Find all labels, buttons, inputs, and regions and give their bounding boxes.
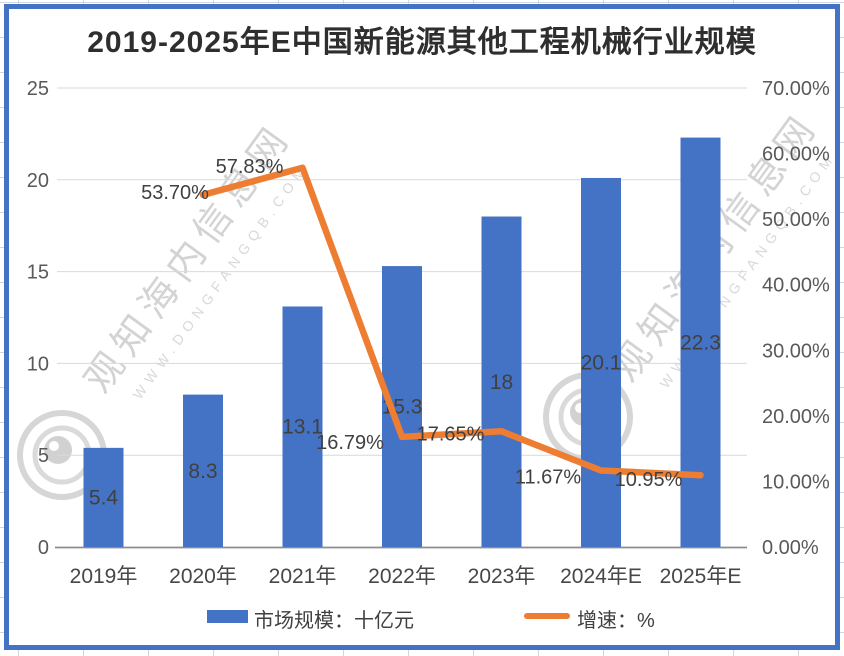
- left-axis-tick: 0: [38, 537, 49, 559]
- x-axis-label: 2020年: [169, 565, 237, 588]
- bar-value-label: 13.1: [282, 416, 323, 439]
- right-axis-tick: 10.00%: [762, 471, 830, 493]
- bar-2023年: [481, 216, 522, 547]
- legend-growth-label: 增速：%: [577, 610, 655, 632]
- left-axis-tick: 25: [27, 78, 49, 100]
- chart-title: 2019-2025年E中国新能源其他工程机械行业规模: [87, 26, 757, 59]
- right-axis-tick: 70.00%: [762, 78, 830, 100]
- right-axis-tick: 60.00%: [762, 144, 830, 166]
- growth-line: [199, 164, 704, 479]
- right-axis-tick: 30.00%: [762, 340, 830, 362]
- growth-value-label: 11.67%: [515, 466, 582, 488]
- left-axis-tick: 20: [27, 170, 49, 192]
- growth-value-label: 53.70%: [141, 182, 209, 204]
- x-axis-label: 2024年E: [560, 565, 642, 588]
- bar-2024年E: [581, 177, 621, 548]
- legend-market-size-label: 市场规模：十亿元: [254, 610, 414, 632]
- right-axis-tick: 20.00%: [762, 406, 830, 428]
- bar-value-label: 8.3: [188, 460, 217, 483]
- bar-value-label: 22.3: [680, 331, 721, 354]
- right-axis-tick: 0.00%: [762, 537, 819, 559]
- bar-value-label: 18: [490, 371, 513, 394]
- growth-value-label: 57.83%: [216, 156, 284, 178]
- growth-value-label: 16.79%: [316, 432, 384, 454]
- bar-2021年: [282, 306, 323, 547]
- x-axis-label: 2021年: [269, 565, 337, 588]
- x-axis-label: 2025年E: [660, 565, 742, 588]
- bar-value-label: 20.1: [581, 351, 622, 374]
- bar-2025年E: [680, 137, 721, 547]
- x-axis-label: 2023年: [468, 565, 536, 588]
- left-axis-tick: 15: [27, 262, 49, 284]
- growth-value-label: 10.95%: [615, 469, 683, 491]
- bar-2020年: [183, 394, 223, 547]
- left-axis-tick: 5: [38, 445, 49, 467]
- legend-growth-swatch: [524, 613, 570, 619]
- right-axis-tick: 50.00%: [762, 209, 830, 231]
- right-axis-tick: 40.00%: [762, 275, 830, 297]
- bar-value-label: 5.4: [89, 486, 119, 509]
- growth-value-label: 17.65%: [417, 423, 485, 445]
- bar-2019年: [83, 447, 124, 547]
- x-axis-label: 2022年: [368, 565, 436, 588]
- left-axis-tick: 10: [27, 353, 49, 375]
- x-axis-label: 2019年: [70, 565, 138, 588]
- legend-market-size-swatch: [207, 610, 248, 623]
